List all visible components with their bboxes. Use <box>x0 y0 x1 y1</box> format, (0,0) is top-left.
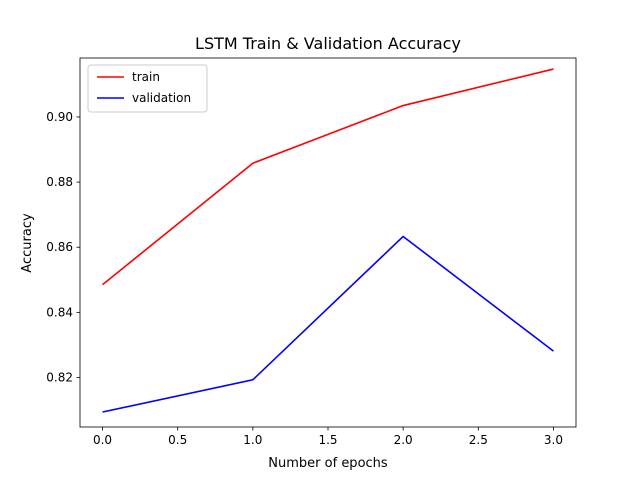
y-tick-label: 0.88 <box>46 175 73 189</box>
y-tick-label: 0.90 <box>46 110 73 124</box>
y-axis-label: Accuracy <box>20 213 35 273</box>
series-line-validation <box>102 235 554 413</box>
y-tick-label: 0.84 <box>46 305 73 319</box>
series-line-train <box>102 68 554 286</box>
x-tick-label: 2.5 <box>469 433 488 447</box>
x-tick-label: 2.0 <box>394 433 413 447</box>
x-tick-label: 1.5 <box>318 433 337 447</box>
legend-label-train: train <box>132 70 160 84</box>
x-tick-label: 1.0 <box>243 433 262 447</box>
x-tick-label: 0.0 <box>93 433 112 447</box>
legend-label-validation: validation <box>132 91 191 105</box>
plot-area: 0.0 0.5 1.0 1.5 2.0 2.5 3.0 0.82 0.84 0.86 0.88 0.9… <box>46 57 577 447</box>
y-tick-label: 0.86 <box>46 240 73 254</box>
y-tick-label: 0.82 <box>46 370 73 384</box>
x-axis-label: Number of epochs <box>268 456 388 471</box>
x-tick-label: 3.0 <box>544 433 563 447</box>
legend: train validation <box>87 64 208 113</box>
chart-title: LSTM Train & Validation Accuracy <box>195 34 461 53</box>
x-tick-label: 0.5 <box>168 433 187 447</box>
